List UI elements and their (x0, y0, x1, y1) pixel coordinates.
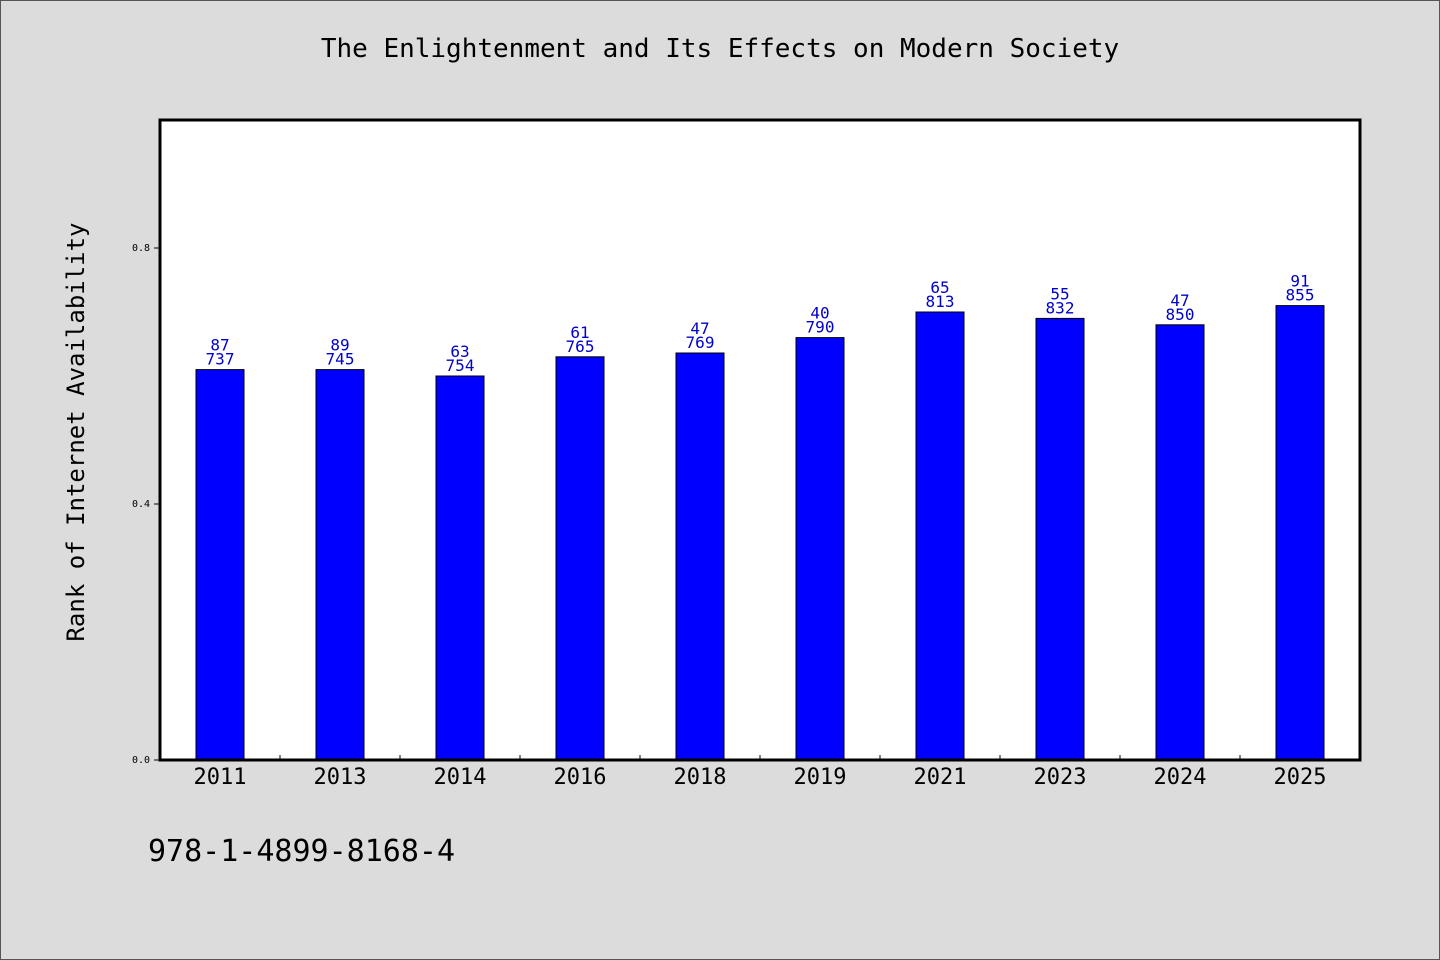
bar-label-top: 63 (450, 342, 469, 361)
bar-label-bottom: 769 (686, 333, 715, 352)
x-tick-label: 2021 (914, 765, 967, 790)
x-tick-label: 2013 (314, 765, 367, 790)
bar-label-bottom: 850 (1166, 305, 1195, 324)
bar-label-bottom: 754 (446, 356, 475, 375)
bar (1035, 317, 1085, 761)
bar-label-bottom: 790 (806, 318, 835, 337)
bar-label-top: 89 (330, 336, 349, 355)
bar (675, 352, 725, 761)
x-tick-label: 2019 (794, 765, 847, 790)
x-tick-label: 2016 (554, 765, 607, 790)
bar-label-top: 87 (210, 336, 229, 355)
y-tick-label: 0.0 (132, 755, 150, 766)
bar-label-bottom: 855 (1286, 286, 1315, 305)
bar-label-top: 55 (1050, 284, 1069, 303)
bar-label-top: 47 (690, 319, 709, 338)
bar (795, 337, 845, 761)
bar-label-top: 47 (1170, 291, 1189, 310)
plot-border (158, 118, 1362, 762)
x-tick-label: 2025 (1274, 765, 1327, 790)
x-tick-label: 2023 (1034, 765, 1087, 790)
bar (195, 369, 245, 761)
bar-label-top: 61 (570, 323, 589, 342)
bar (1155, 324, 1205, 761)
bar-label-top: 40 (810, 304, 829, 323)
x-tick-label: 2018 (674, 765, 727, 790)
y-tick-label: 0.8 (132, 243, 150, 254)
isbn-code: 978-1-4899-8168-4 (148, 834, 456, 869)
y-axis-label: Rank of Internet Availability (62, 222, 90, 641)
bar-label-bottom: 832 (1046, 298, 1075, 317)
x-tick-label: 2024 (1154, 765, 1207, 790)
bar (1275, 305, 1325, 761)
bar-label-bottom: 745 (326, 350, 355, 369)
bar-label-top: 65 (930, 278, 949, 297)
chart-title: The Enlightenment and Its Effects on Mod… (320, 34, 1120, 64)
x-tick-label: 2011 (194, 765, 247, 790)
bar (315, 369, 365, 761)
bar (435, 375, 485, 761)
bar (555, 356, 605, 761)
bar-label-bottom: 813 (926, 292, 955, 311)
bar-label-bottom: 737 (206, 350, 235, 369)
bar (915, 311, 965, 761)
x-tick-label: 2014 (434, 765, 487, 790)
y-tick-label: 0.4 (132, 499, 150, 510)
bar-label-top: 91 (1290, 272, 1309, 291)
bar-label-bottom: 765 (566, 337, 595, 356)
